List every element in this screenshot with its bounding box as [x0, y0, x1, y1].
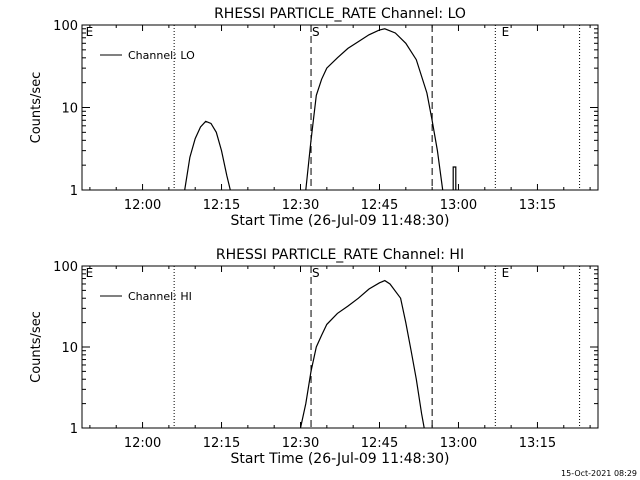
chart-0-series-line [305, 28, 444, 191]
chart-0-xtick-label: 12:15 [203, 198, 240, 213]
chart-0-ylabel: Counts/sec [29, 72, 44, 144]
chart-1-annotation: S [312, 266, 320, 280]
chart-1-ytick-label: 100 [53, 260, 78, 275]
chart-1-xtick-label: 12:00 [124, 436, 161, 451]
chart-1-legend-label: Channel: HI [128, 290, 192, 303]
chart-0-xtick-label: 12:45 [361, 198, 398, 213]
chart-0-ytick-label: 10 [61, 102, 78, 117]
chart-1-xlabel: Start Time (26-Jul-09 11:48:30) [230, 451, 449, 467]
chart-0-title: RHESSI PARTICLE_RATE Channel: LO [214, 6, 466, 22]
chart-0-legend-label: Channel: LO [128, 49, 195, 62]
chart-1-annotation: E [86, 266, 94, 280]
chart-1-xtick-label: 13:00 [440, 436, 477, 451]
chart-1-xtick-label: 12:15 [203, 436, 240, 451]
chart-0-annotation: S [312, 25, 320, 39]
chart-1-ytick-label: 1 [70, 422, 78, 437]
chart-0-annotation: E [502, 25, 510, 39]
chart-1-xtick-label: 12:45 [361, 436, 398, 451]
chart-0-xtick-label: 12:30 [282, 198, 319, 213]
chart-0-xtick-label: 13:00 [440, 198, 477, 213]
hi-channel-panel: RHESSI PARTICLE_RATE Channel: HI 12:00 12:… [29, 247, 599, 467]
chart-1-xtick-label: 13:15 [519, 436, 556, 451]
chart-0-xlabel: Start Time (26-Jul-09 11:48:30) [230, 213, 449, 229]
chart-1-xtick-label: 12:30 [282, 436, 319, 451]
chart-1-ylabel: Counts/sec [29, 311, 44, 383]
lo-channel-panel: RHESSI PARTICLE_RATE Channel: LO 12:00 12:… [29, 6, 599, 229]
chart-0-ytick-label: 1 [70, 184, 78, 199]
chart-0-series-line [452, 166, 457, 190]
chart-1-ytick-label: 10 [61, 341, 78, 356]
chart-0-series-line [184, 120, 231, 191]
chart-1-title: RHESSI PARTICLE_RATE Channel: HI [216, 247, 464, 263]
chart-1-series-line [299, 279, 425, 429]
chart-0-xtick-label: 13:15 [519, 198, 556, 213]
chart-0-annotation: E [86, 25, 94, 39]
chart-1-annotation: E [502, 266, 510, 280]
chart-0-ytick-label: 100 [53, 19, 78, 34]
chart-0-xtick-label: 12:00 [124, 198, 161, 213]
footer-timestamp: 15-Oct-2021 08:29 [561, 469, 637, 478]
